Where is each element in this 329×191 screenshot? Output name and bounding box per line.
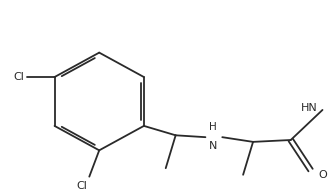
Text: N: N [209, 141, 217, 151]
Text: HN: HN [301, 103, 317, 113]
Text: H: H [210, 121, 217, 132]
Text: Cl: Cl [13, 72, 24, 82]
Text: Cl: Cl [76, 181, 87, 191]
Text: O: O [318, 170, 327, 180]
